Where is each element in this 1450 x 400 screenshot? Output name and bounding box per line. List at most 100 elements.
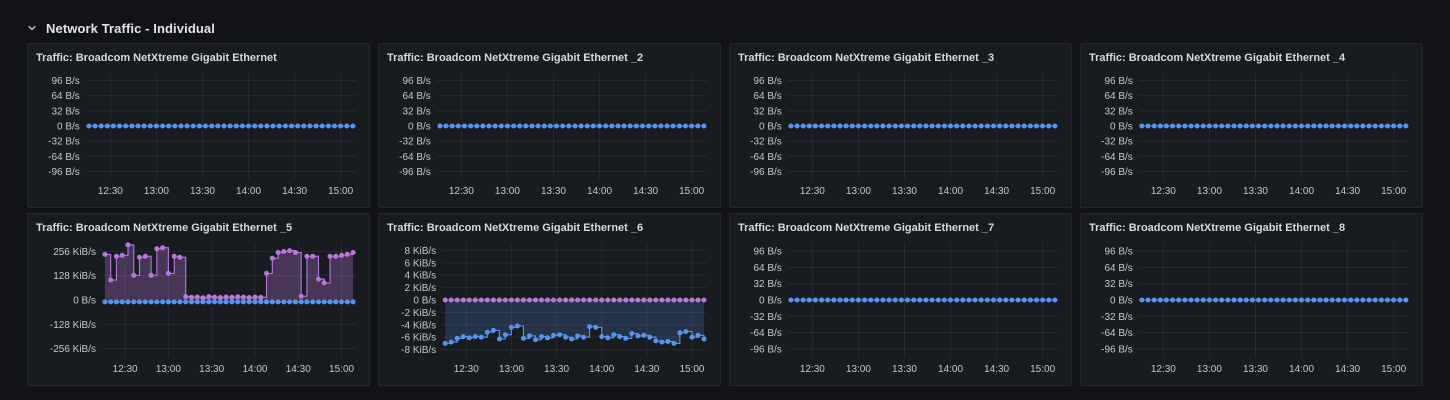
- series-fill: [445, 300, 704, 344]
- data-point: [653, 297, 659, 303]
- data-point: [281, 299, 287, 305]
- x-tick-label: 12:30: [98, 186, 123, 197]
- grid-lines: 96 B/s 64 B/s 32 B/s 0 B/s -32 B/s -64 B/s -96…: [1101, 73, 1409, 197]
- x-tick-label: 13:30: [544, 364, 569, 375]
- data-point: [1052, 123, 1058, 129]
- data-point: [490, 327, 496, 333]
- x-tick-label: 14:30: [1335, 364, 1360, 375]
- x-tick-label: 15:00: [1381, 364, 1406, 375]
- data-point: [350, 299, 356, 305]
- x-tick-label: 13:30: [1243, 186, 1268, 197]
- data-point: [676, 123, 682, 129]
- panel-title[interactable]: Traffic: Broadcom NetXtreme Gigabit Ethe…: [1089, 222, 1346, 234]
- data-point: [563, 334, 569, 340]
- x-tick-label: 13:00: [1197, 364, 1222, 375]
- panel-title[interactable]: Traffic: Broadcom NetXtreme Gigabit Ethe…: [1089, 52, 1346, 64]
- data-point: [533, 337, 538, 343]
- panel-title[interactable]: Traffic: Broadcom NetXtreme Gigabit Ethe…: [387, 222, 644, 234]
- data-point: [316, 276, 321, 282]
- data-point: [671, 297, 677, 303]
- panel-title[interactable]: Traffic: Broadcom NetXtreme Gigabit Ethe…: [738, 222, 995, 234]
- data-point: [689, 123, 695, 129]
- data-point: [448, 297, 454, 303]
- y-tick-label: 96 B/s: [1104, 76, 1132, 87]
- timeseries-chart[interactable]: 8 KiB/s6 KiB/s 4 KiB/s2 KiB/s 0 B/s-2 KiB/…: [387, 237, 714, 379]
- panel-title[interactable]: Traffic: Broadcom NetXtreme Gigabit Ethe…: [387, 52, 644, 64]
- data-point: [539, 297, 544, 303]
- panel-title[interactable]: Traffic: Broadcom NetXtreme Gigabit Ethe…: [36, 52, 277, 64]
- panel-title[interactable]: Traffic: Broadcom NetXtreme Gigabit Ethe…: [738, 52, 995, 64]
- data-point: [171, 253, 177, 259]
- x-tick-label: 13:00: [846, 364, 871, 375]
- data-point: [566, 123, 572, 129]
- data-point: [966, 123, 972, 129]
- row-header-network-traffic[interactable]: Network Traffic - Individual: [27, 16, 1423, 40]
- y-tick-label: -96 B/s: [1101, 344, 1133, 355]
- timeseries-chart[interactable]: 96 B/s 64 B/s 32 B/s 0 B/s -32 B/s -64 B/s -96…: [387, 67, 714, 201]
- data-point: [794, 123, 800, 129]
- data-point: [1182, 123, 1188, 129]
- x-tick-label: 13:00: [1197, 186, 1222, 197]
- data-point: [929, 297, 935, 303]
- data-point: [1366, 123, 1372, 129]
- y-tick-label: 0 B/s: [1110, 296, 1133, 307]
- data-point: [627, 123, 633, 129]
- data-point: [545, 297, 550, 303]
- y-tick-label: 96 B/s: [1104, 247, 1132, 258]
- data-point: [1170, 123, 1176, 129]
- data-point: [683, 123, 688, 129]
- data-point: [269, 255, 275, 261]
- data-point: [442, 297, 448, 303]
- data-point: [1256, 297, 1261, 303]
- data-point: [1274, 123, 1280, 129]
- data-point: [104, 123, 110, 129]
- timeseries-chart[interactable]: 96 B/s 64 B/s 32 B/s 0 B/s -32 B/s -64 B/s -96…: [738, 237, 1065, 379]
- data-point: [653, 338, 659, 344]
- data-point: [304, 253, 310, 259]
- data-point: [911, 123, 917, 129]
- data-point: [98, 123, 104, 129]
- series-traffic: [788, 123, 1058, 129]
- data-point: [825, 297, 831, 303]
- data-point: [831, 297, 837, 303]
- x-tick-label: 12:30: [449, 186, 474, 197]
- data-point: [1027, 297, 1033, 303]
- data-point: [350, 123, 356, 129]
- data-point: [172, 123, 178, 129]
- data-point: [1003, 297, 1009, 303]
- data-point: [194, 294, 200, 300]
- data-point: [1206, 123, 1212, 129]
- panel-title[interactable]: Traffic: Broadcom NetXtreme Gigabit Ethe…: [36, 222, 293, 234]
- data-point: [233, 123, 239, 129]
- timeseries-chart[interactable]: 96 B/s 64 B/s 32 B/s 0 B/s -32 B/s -64 B/s -96…: [738, 67, 1065, 201]
- data-point: [102, 251, 108, 257]
- data-point: [147, 123, 153, 129]
- x-tick-label: 14:30: [634, 364, 659, 375]
- data-point: [1317, 123, 1323, 129]
- data-point: [855, 123, 861, 129]
- x-tick-label: 14:00: [587, 186, 612, 197]
- data-point: [664, 123, 670, 129]
- data-point: [165, 270, 171, 276]
- data-point: [1157, 123, 1163, 129]
- data-point: [615, 123, 621, 129]
- data-point: [1243, 123, 1249, 129]
- data-point: [794, 297, 800, 303]
- data-point: [460, 297, 466, 303]
- data-point: [131, 299, 137, 305]
- data-point: [862, 297, 868, 303]
- x-tick-label: 12:30: [1151, 186, 1176, 197]
- data-point: [788, 297, 794, 303]
- data-point: [623, 297, 629, 303]
- data-point: [1151, 297, 1157, 303]
- timeseries-chart[interactable]: 96 B/s 64 B/s 32 B/s 0 B/s -32 B/s -64 B/s -96…: [1089, 67, 1416, 201]
- grid-lines: 96 B/s 64 B/s 32 B/s 0 B/s -32 B/s -64 B/s -96…: [48, 73, 356, 197]
- data-point: [581, 334, 587, 340]
- data-point: [258, 123, 264, 129]
- timeseries-chart[interactable]: 256 KiB/s 128 KiB/s 0 B/s -128 KiB/s -256 Ki…: [36, 237, 363, 379]
- data-point: [1262, 297, 1268, 303]
- y-tick-label: 32 B/s: [1104, 279, 1132, 290]
- grid-lines: 96 B/s 64 B/s 32 B/s 0 B/s -32 B/s -64 B/s -96…: [750, 243, 1058, 375]
- timeseries-chart[interactable]: 96 B/s 64 B/s 32 B/s 0 B/s -32 B/s -64 B/s -96…: [1089, 237, 1416, 379]
- timeseries-chart[interactable]: 96 B/s 64 B/s 32 B/s 0 B/s -32 B/s -64 B/s -96…: [36, 67, 363, 201]
